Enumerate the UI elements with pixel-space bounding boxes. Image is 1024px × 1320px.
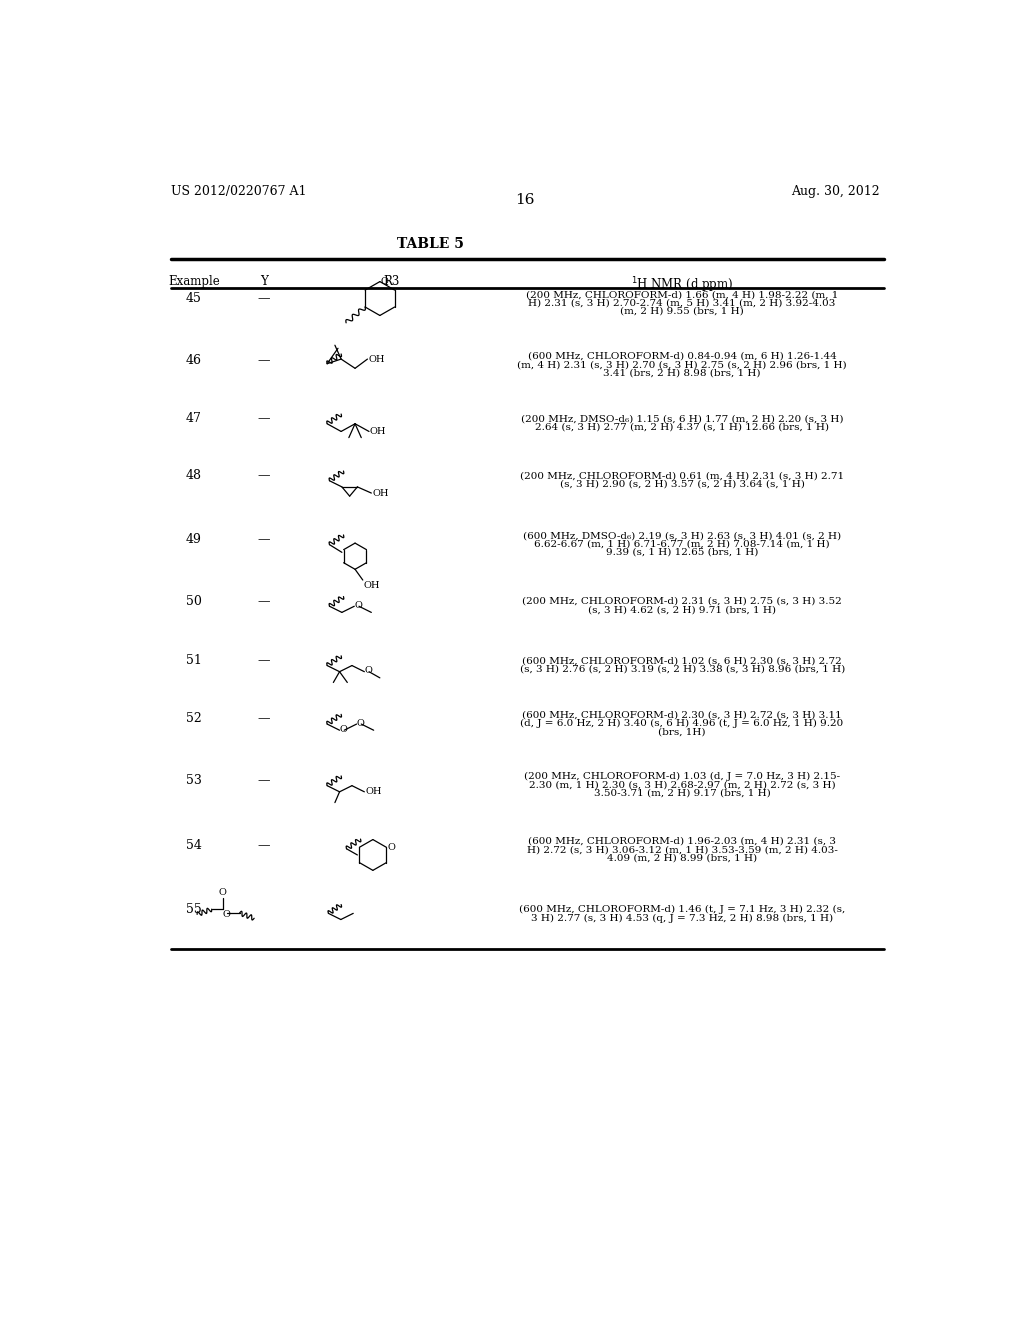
Text: US 2012/0220767 A1: US 2012/0220767 A1 — [171, 185, 306, 198]
Text: —: — — [257, 838, 270, 851]
Text: O: O — [365, 667, 373, 676]
Text: —: — — [257, 653, 270, 667]
Text: —: — — [257, 713, 270, 726]
Text: —: — — [257, 533, 270, 546]
Text: 6.62-6.67 (m, 1 H) 6.71-6.77 (m, 2 H) 7.08-7.14 (m, 1 H): 6.62-6.67 (m, 1 H) 6.71-6.77 (m, 2 H) 7.… — [535, 540, 829, 549]
Text: O: O — [222, 909, 230, 919]
Text: OH: OH — [372, 488, 389, 498]
Text: Aug. 30, 2012: Aug. 30, 2012 — [792, 185, 880, 198]
Text: (m, 2 H) 9.55 (brs, 1 H): (m, 2 H) 9.55 (brs, 1 H) — [621, 308, 744, 315]
Text: (600 MHz, CHLOROFORM-d) 1.46 (t, J = 7.1 Hz, 3 H) 2.32 (s,: (600 MHz, CHLOROFORM-d) 1.46 (t, J = 7.1… — [519, 906, 845, 913]
Text: Y: Y — [260, 276, 267, 289]
Text: OH: OH — [366, 787, 382, 796]
Text: $^{1}$H NMR (d ppm): $^{1}$H NMR (d ppm) — [631, 276, 733, 296]
Text: 54: 54 — [186, 838, 202, 851]
Text: (d, J = 6.0 Hz, 2 H) 3.40 (s, 6 H) 4.96 (t, J = 6.0 Hz, 1 H) 9.20: (d, J = 6.0 Hz, 2 H) 3.40 (s, 6 H) 4.96 … — [520, 719, 844, 729]
Text: 49: 49 — [186, 533, 202, 546]
Text: —: — — [257, 774, 270, 787]
Text: (200 MHz, CHLOROFORM-d) 1.03 (d, J = 7.0 Hz, 3 H) 2.15-: (200 MHz, CHLOROFORM-d) 1.03 (d, J = 7.0… — [524, 772, 840, 781]
Text: O: O — [387, 842, 395, 851]
Text: H) 2.72 (s, 3 H) 3.06-3.12 (m, 1 H) 3.53-3.59 (m, 2 H) 4.03-: H) 2.72 (s, 3 H) 3.06-3.12 (m, 1 H) 3.53… — [526, 845, 838, 854]
Text: 2.30 (m, 1 H) 2.30 (s, 3 H) 2.68-2.97 (m, 2 H) 2.72 (s, 3 H): 2.30 (m, 1 H) 2.30 (s, 3 H) 2.68-2.97 (m… — [528, 780, 836, 789]
Text: (200 MHz, CHLOROFORM-d) 1.66 (m, 4 H) 1.98-2.22 (m, 1: (200 MHz, CHLOROFORM-d) 1.66 (m, 4 H) 1.… — [526, 290, 839, 300]
Text: 16: 16 — [515, 193, 535, 207]
Text: OH: OH — [364, 581, 380, 590]
Text: (600 MHz, CHLOROFORM-d) 1.02 (s, 6 H) 2.30 (s, 3 H) 2.72: (600 MHz, CHLOROFORM-d) 1.02 (s, 6 H) 2.… — [522, 656, 842, 665]
Text: H) 2.31 (s, 3 H) 2.70-2.74 (m, 5 H) 3.41 (m, 2 H) 3.92-4.03: H) 2.31 (s, 3 H) 2.70-2.74 (m, 5 H) 3.41… — [528, 298, 836, 308]
Text: (600 MHz, CHLOROFORM-d) 1.96-2.03 (m, 4 H) 2.31 (s, 3: (600 MHz, CHLOROFORM-d) 1.96-2.03 (m, 4 … — [528, 837, 837, 846]
Text: (brs, 1H): (brs, 1H) — [658, 727, 706, 737]
Text: 51: 51 — [186, 653, 202, 667]
Text: 3.50-3.71 (m, 2 H) 9.17 (brs, 1 H): 3.50-3.71 (m, 2 H) 9.17 (brs, 1 H) — [594, 789, 770, 799]
Text: 3 H) 2.77 (s, 3 H) 4.53 (q, J = 7.3 Hz, 2 H) 8.98 (brs, 1 H): 3 H) 2.77 (s, 3 H) 4.53 (q, J = 7.3 Hz, … — [531, 913, 834, 923]
Text: TABLE 5: TABLE 5 — [397, 238, 464, 251]
Text: O: O — [340, 725, 347, 734]
Text: —: — — [257, 594, 270, 607]
Text: 46: 46 — [186, 354, 202, 367]
Text: (s, 3 H) 2.76 (s, 2 H) 3.19 (s, 2 H) 3.38 (s, 3 H) 8.96 (brs, 1 H): (s, 3 H) 2.76 (s, 2 H) 3.19 (s, 2 H) 3.3… — [519, 665, 845, 673]
Text: (200 MHz, CHLOROFORM-d) 2.31 (s, 3 H) 2.75 (s, 3 H) 3.52: (200 MHz, CHLOROFORM-d) 2.31 (s, 3 H) 2.… — [522, 597, 842, 606]
Text: —: — — [257, 354, 270, 367]
Text: —: — — [257, 469, 270, 482]
Text: 45: 45 — [186, 292, 202, 305]
Text: (600 MHz, DMSO-d₆) 2.19 (s, 3 H) 2.63 (s, 3 H) 4.01 (s, 2 H): (600 MHz, DMSO-d₆) 2.19 (s, 3 H) 2.63 (s… — [523, 531, 841, 540]
Text: 47: 47 — [186, 412, 202, 425]
Text: 2.64 (s, 3 H) 2.77 (m, 2 H) 4.37 (s, 1 H) 12.66 (brs, 1 H): 2.64 (s, 3 H) 2.77 (m, 2 H) 4.37 (s, 1 H… — [536, 422, 829, 432]
Text: 4.09 (m, 2 H) 8.99 (brs, 1 H): 4.09 (m, 2 H) 8.99 (brs, 1 H) — [607, 854, 757, 863]
Text: 48: 48 — [186, 469, 202, 482]
Text: R3: R3 — [383, 276, 399, 289]
Text: 55: 55 — [186, 903, 202, 916]
Text: Example: Example — [168, 276, 220, 289]
Text: O: O — [354, 601, 362, 610]
Text: 50: 50 — [186, 594, 202, 607]
Text: (200 MHz, CHLOROFORM-d) 0.61 (m, 4 H) 2.31 (s, 3 H) 2.71: (200 MHz, CHLOROFORM-d) 0.61 (m, 4 H) 2.… — [520, 471, 844, 480]
Text: O: O — [218, 888, 226, 896]
Text: O: O — [381, 277, 388, 286]
Text: (s, 3 H) 2.90 (s, 2 H) 3.57 (s, 2 H) 3.64 (s, 1 H): (s, 3 H) 2.90 (s, 2 H) 3.57 (s, 2 H) 3.6… — [560, 480, 805, 488]
Text: (m, 4 H) 2.31 (s, 3 H) 2.70 (s, 3 H) 2.75 (s, 2 H) 2.96 (brs, 1 H): (m, 4 H) 2.31 (s, 3 H) 2.70 (s, 3 H) 2.7… — [517, 360, 847, 370]
Text: (200 MHz, DMSO-d₆) 1.15 (s, 6 H) 1.77 (m, 2 H) 2.20 (s, 3 H): (200 MHz, DMSO-d₆) 1.15 (s, 6 H) 1.77 (m… — [521, 414, 844, 424]
Text: 9.39 (s, 1 H) 12.65 (brs, 1 H): 9.39 (s, 1 H) 12.65 (brs, 1 H) — [606, 548, 759, 557]
Text: 52: 52 — [186, 713, 202, 726]
Text: OH: OH — [369, 355, 385, 363]
Text: 53: 53 — [186, 774, 202, 787]
Text: 3.41 (brs, 2 H) 8.98 (brs, 1 H): 3.41 (brs, 2 H) 8.98 (brs, 1 H) — [603, 368, 761, 378]
Text: —: — — [257, 292, 270, 305]
Text: (600 MHz, CHLOROFORM-d) 0.84-0.94 (m, 6 H) 1.26-1.44: (600 MHz, CHLOROFORM-d) 0.84-0.94 (m, 6 … — [527, 351, 837, 360]
Text: —: — — [257, 412, 270, 425]
Text: (s, 3 H) 4.62 (s, 2 H) 9.71 (brs, 1 H): (s, 3 H) 4.62 (s, 2 H) 9.71 (brs, 1 H) — [588, 606, 776, 614]
Text: (600 MHz, CHLOROFORM-d) 2.30 (s, 3 H) 2.72 (s, 3 H) 3.11: (600 MHz, CHLOROFORM-d) 2.30 (s, 3 H) 2.… — [522, 710, 842, 719]
Text: O: O — [356, 719, 365, 727]
Text: OH: OH — [370, 426, 386, 436]
